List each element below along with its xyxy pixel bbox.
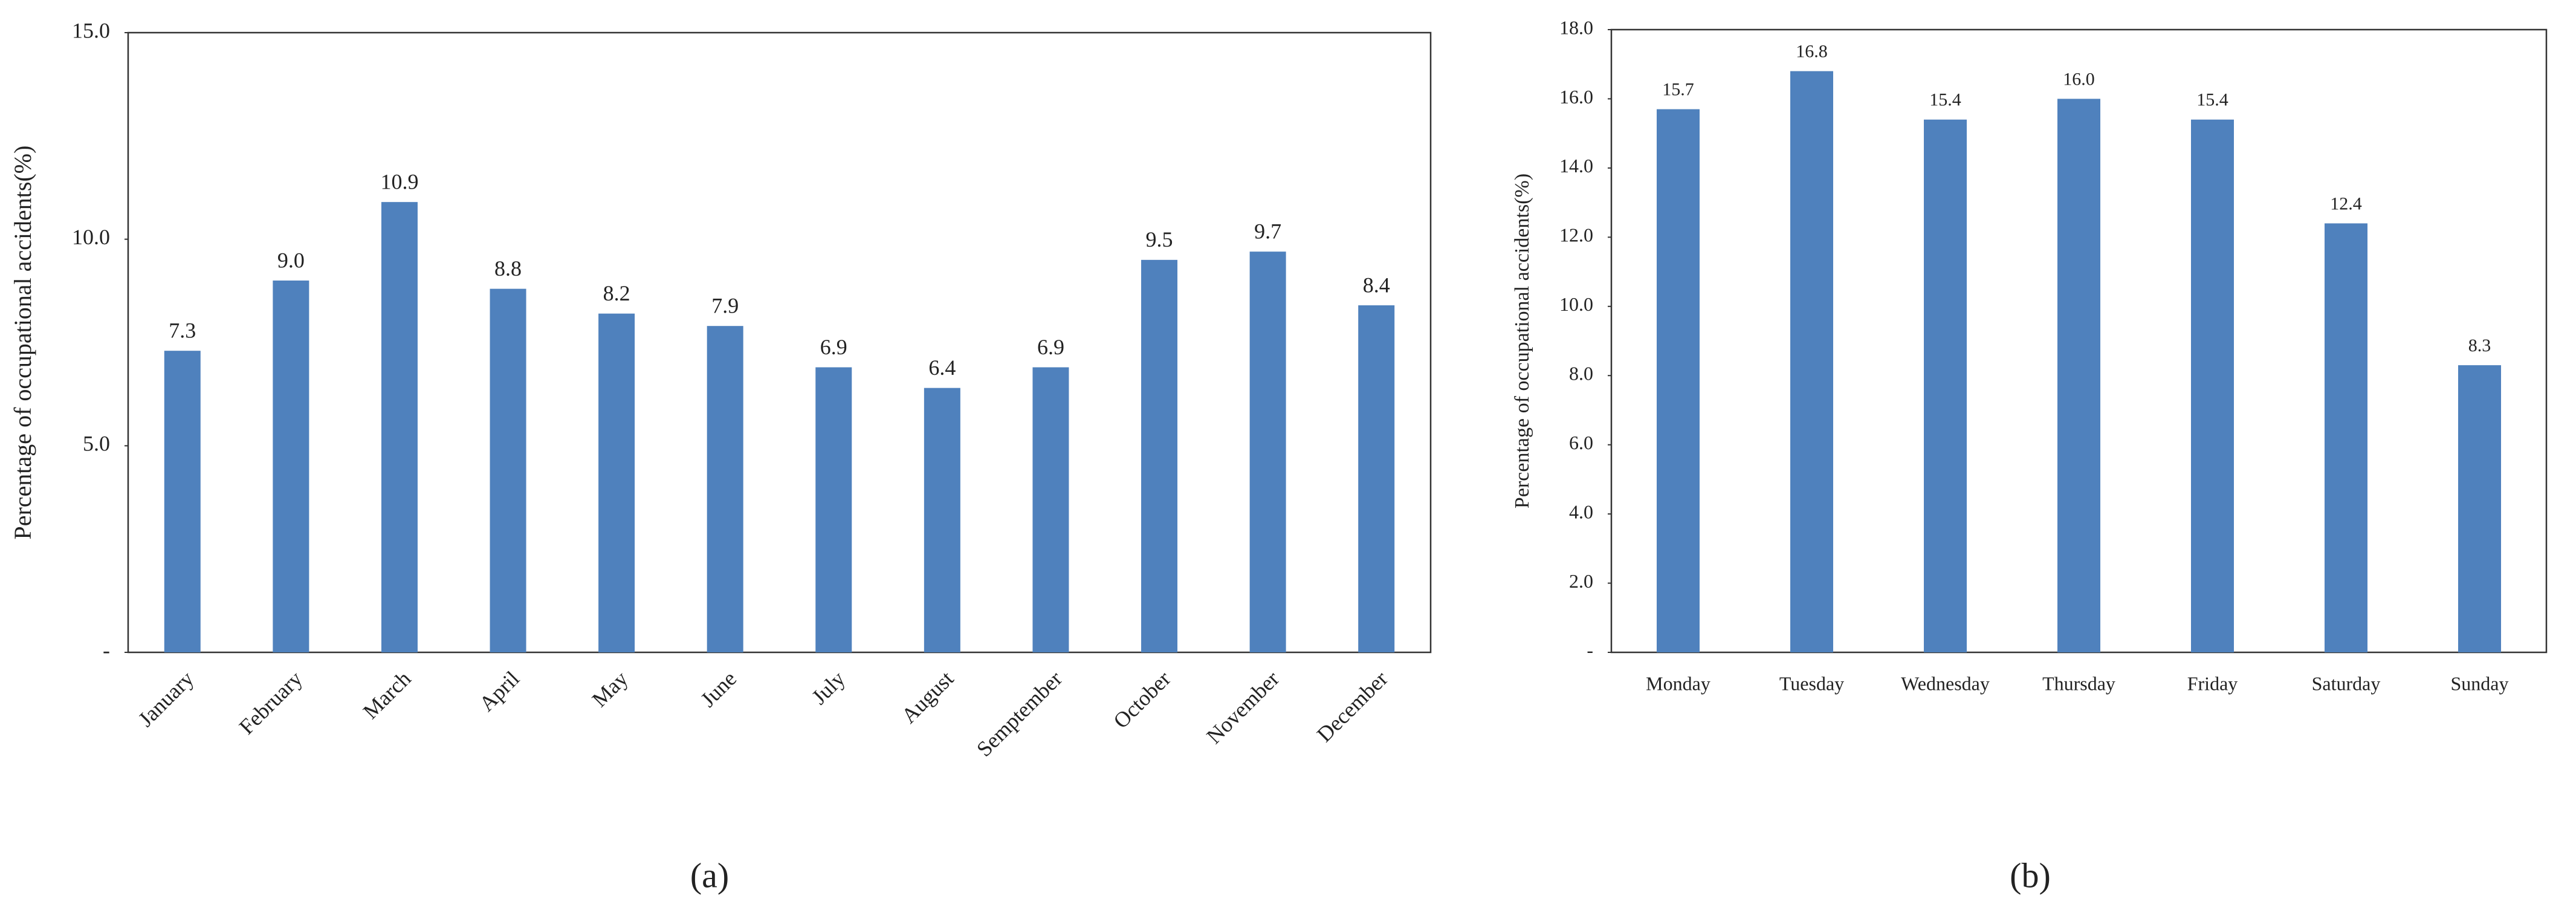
bar bbox=[924, 388, 960, 652]
value-label: 15.4 bbox=[1929, 90, 1961, 110]
bar bbox=[1657, 109, 1700, 653]
y-tick-label: 18.0 bbox=[1559, 16, 1593, 38]
bar bbox=[273, 281, 309, 652]
y-axis-title: Percentage of occupational accidents(%) bbox=[9, 146, 36, 540]
x-tick-label: June bbox=[696, 666, 741, 712]
bar bbox=[598, 313, 635, 652]
x-tick-label: Sunday bbox=[2451, 672, 2509, 694]
bar bbox=[1924, 119, 1967, 652]
value-label: 15.4 bbox=[2196, 90, 2228, 110]
x-tick-label: December bbox=[1312, 666, 1393, 747]
bar bbox=[2458, 365, 2501, 652]
bar bbox=[381, 202, 418, 653]
value-label: 6.9 bbox=[1037, 335, 1064, 359]
bar bbox=[1141, 259, 1178, 652]
value-label: 9.7 bbox=[1254, 219, 1281, 243]
y-axis-title: Percentage of occupational accidents(%) bbox=[1511, 174, 1533, 508]
bar bbox=[1032, 367, 1069, 652]
x-tick-label: Thursday bbox=[2042, 672, 2115, 694]
x-tick-label: February bbox=[235, 666, 307, 739]
y-tick-label: 16.0 bbox=[1559, 86, 1593, 108]
x-tick-label: October bbox=[1108, 666, 1175, 733]
y-tick-label: 14.0 bbox=[1559, 155, 1593, 177]
caption: (b) bbox=[2010, 855, 2051, 895]
value-label: 16.0 bbox=[2063, 69, 2095, 89]
bar bbox=[815, 367, 852, 652]
bar bbox=[2191, 119, 2234, 652]
plot-frame bbox=[127, 31, 1432, 654]
bar bbox=[2325, 223, 2367, 652]
x-tick-label: Wednesday bbox=[1901, 672, 1990, 694]
value-label: 9.5 bbox=[1146, 227, 1173, 252]
bar bbox=[2057, 99, 2100, 652]
value-label: 8.8 bbox=[494, 256, 522, 281]
x-tick-label: March bbox=[358, 666, 416, 724]
bar bbox=[1790, 71, 1833, 652]
y-tick-label: - bbox=[1587, 639, 1593, 661]
value-label: 15.7 bbox=[1662, 80, 1694, 100]
value-label: 6.9 bbox=[820, 335, 847, 359]
bar bbox=[707, 326, 743, 652]
y-tick-label: 15.0 bbox=[72, 18, 110, 42]
x-tick-label: Semptember bbox=[972, 666, 1067, 761]
value-label: 6.4 bbox=[928, 355, 956, 380]
y-tick-label: 6.0 bbox=[1569, 432, 1593, 453]
value-label: 16.8 bbox=[1796, 42, 1828, 62]
y-tick-label: 10.0 bbox=[1559, 293, 1593, 315]
x-tick-label: January bbox=[134, 666, 198, 731]
x-tick-label: April bbox=[474, 666, 524, 716]
y-tick-label: 10.0 bbox=[72, 225, 110, 249]
x-tick-label: May bbox=[587, 666, 633, 712]
x-tick-label: August bbox=[897, 666, 959, 728]
value-label: 8.2 bbox=[603, 281, 630, 305]
value-label: 7.9 bbox=[711, 293, 739, 317]
x-tick-label: July bbox=[807, 666, 850, 709]
bar bbox=[164, 351, 201, 652]
bar bbox=[490, 288, 526, 653]
y-tick-label: 12.0 bbox=[1559, 224, 1593, 246]
y-tick-label: 4.0 bbox=[1569, 501, 1593, 522]
value-label: 12.4 bbox=[2330, 193, 2362, 213]
bar bbox=[1358, 305, 1395, 652]
y-tick-label: - bbox=[103, 638, 110, 662]
value-label: 9.0 bbox=[277, 248, 305, 272]
y-tick-label: 8.0 bbox=[1569, 363, 1593, 385]
value-label: 8.4 bbox=[1363, 273, 1390, 297]
x-tick-label: Tuesday bbox=[1779, 672, 1844, 694]
x-tick-label: Friday bbox=[2187, 672, 2238, 694]
y-tick-label: 5.0 bbox=[83, 432, 110, 456]
value-label: 8.3 bbox=[2468, 336, 2491, 355]
x-tick-label: Saturday bbox=[2312, 672, 2381, 694]
x-tick-label: Monday bbox=[1646, 672, 1710, 694]
y-tick-label: 2.0 bbox=[1569, 570, 1593, 592]
value-label: 10.9 bbox=[380, 169, 418, 193]
caption: (a) bbox=[690, 855, 729, 895]
value-label: 7.3 bbox=[169, 318, 196, 342]
bar bbox=[1249, 252, 1286, 653]
x-tick-label: November bbox=[1202, 666, 1284, 748]
